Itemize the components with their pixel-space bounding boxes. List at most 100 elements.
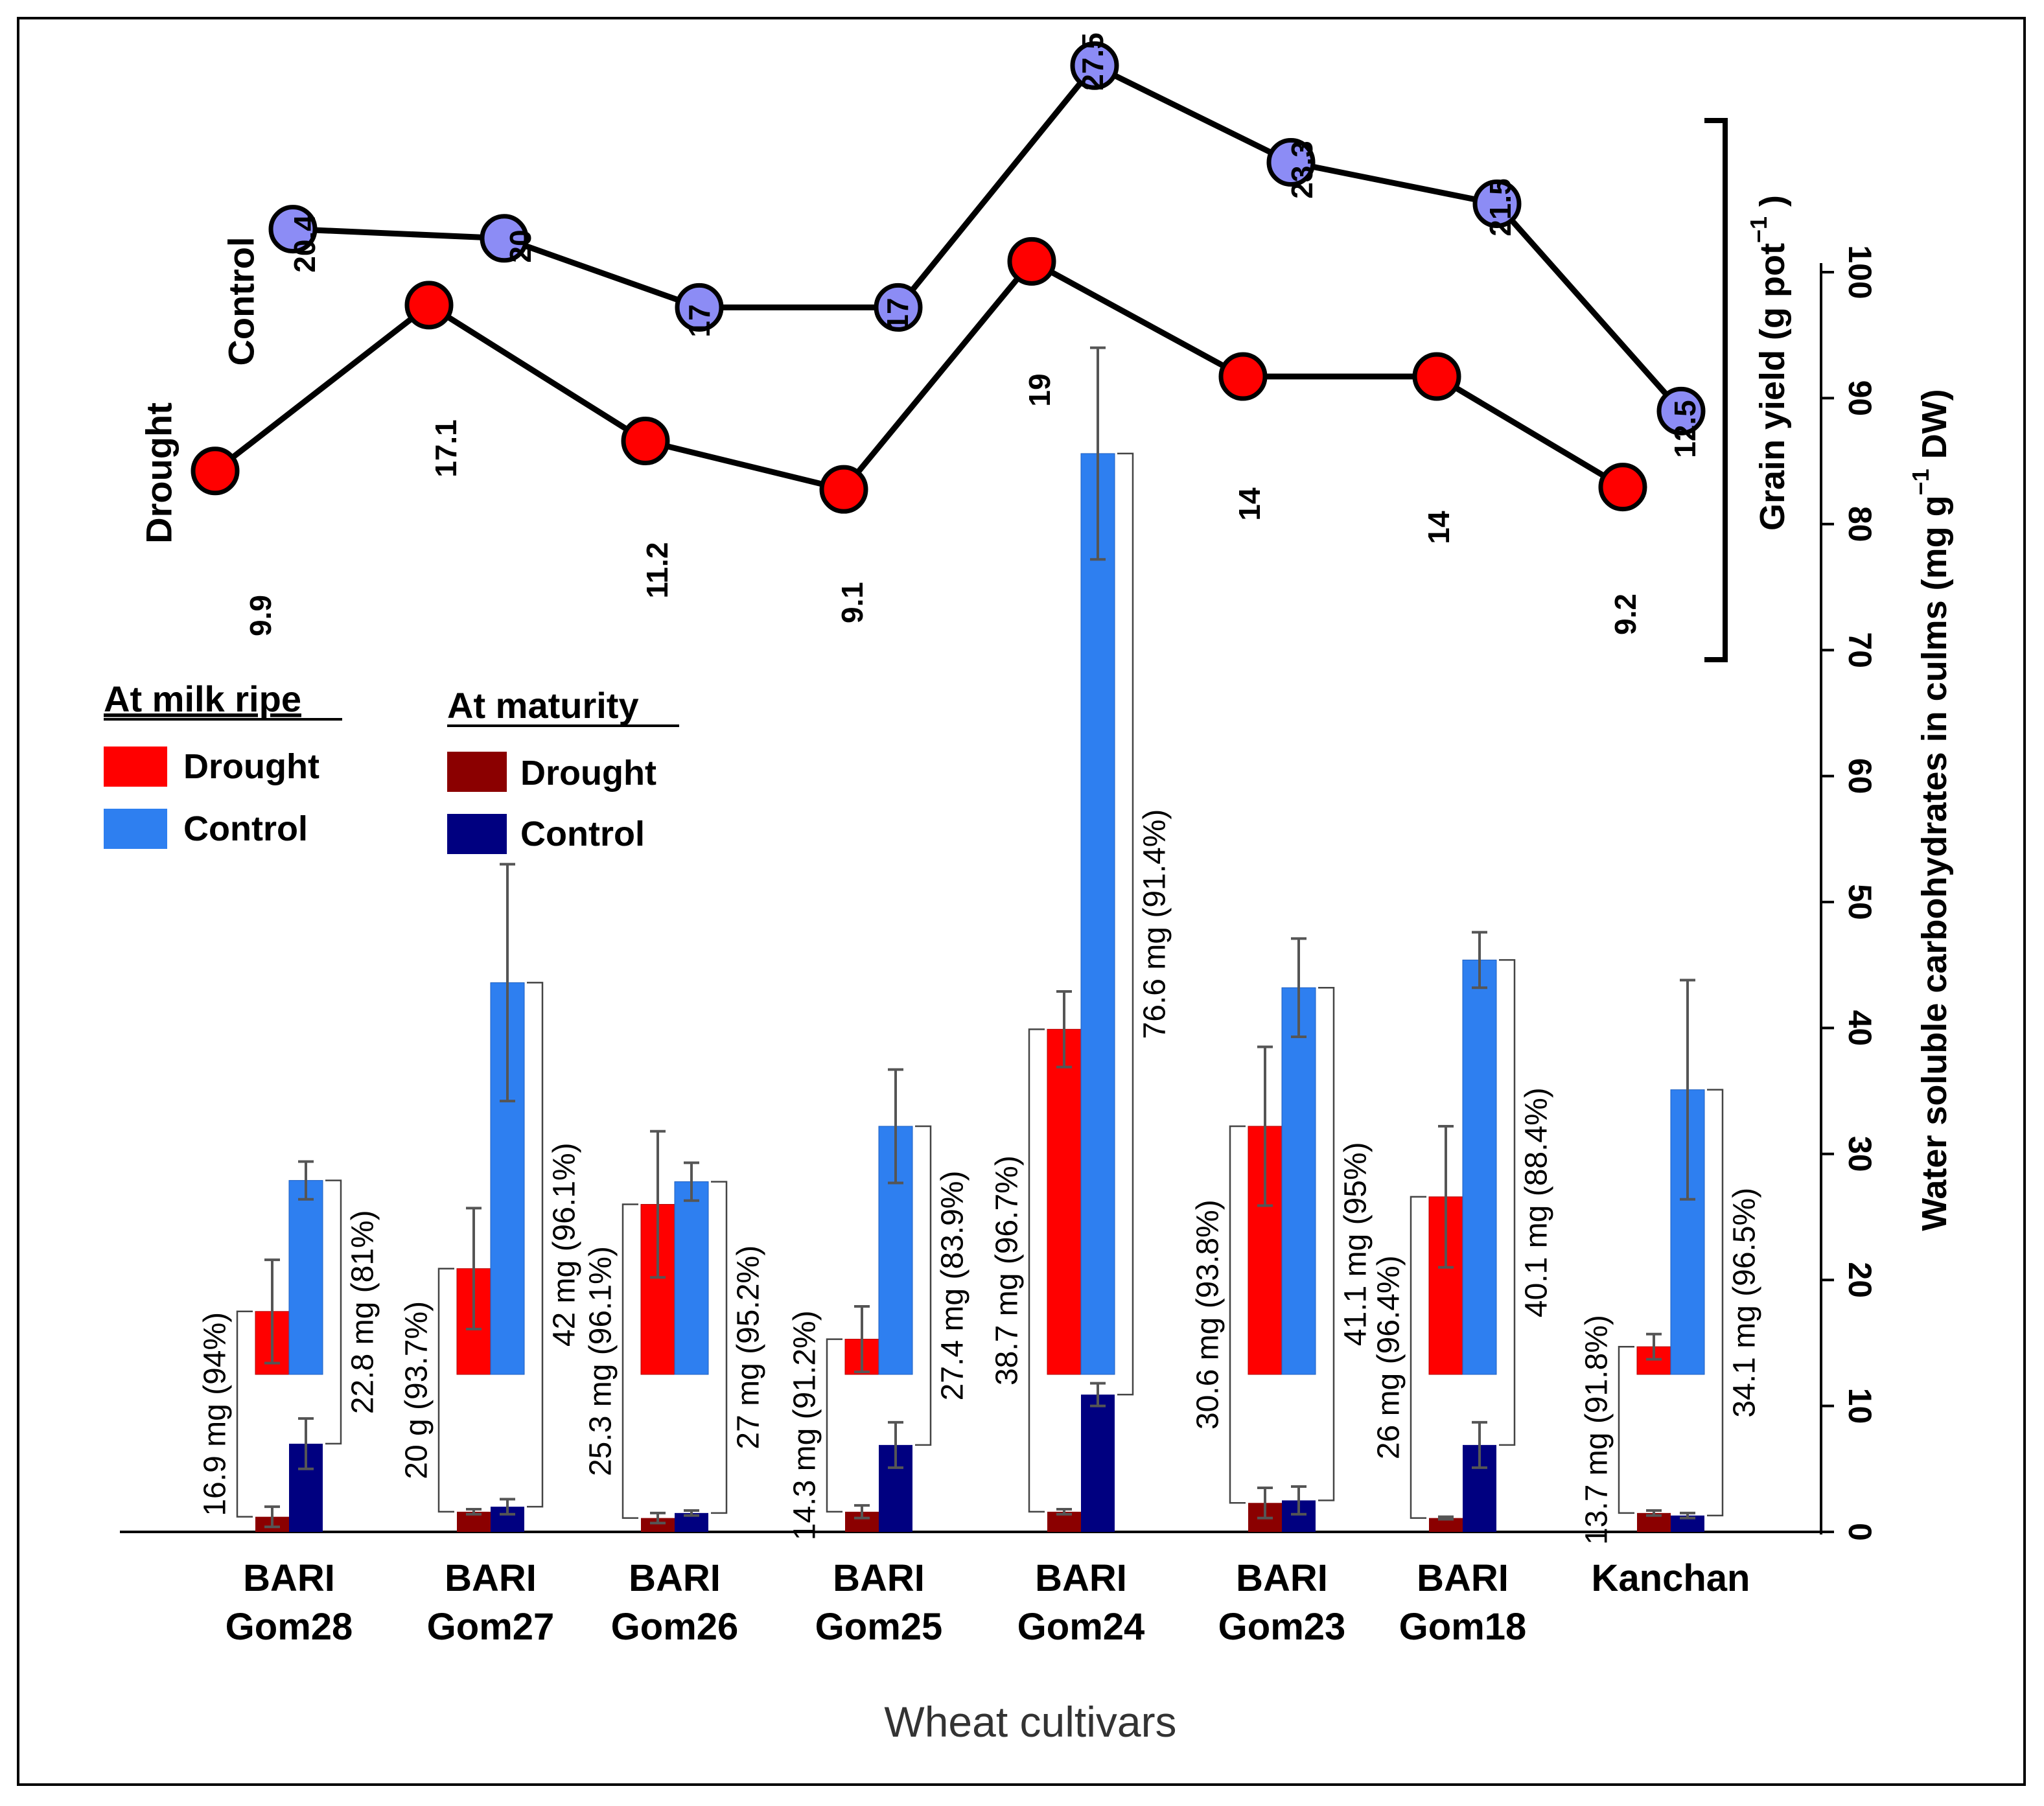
grain-yield-control-value-label: 17	[682, 304, 716, 337]
remobilization-label-drought: 14.3 mg (91.2%)	[788, 1310, 822, 1540]
grain-yield-control-point	[480, 214, 529, 263]
remobilization-label-control: 42 mg (96.1%)	[548, 1142, 582, 1347]
legend-swatch-maturity-drought	[447, 752, 507, 792]
grain-yield-control-point	[1472, 179, 1522, 228]
remobilization-bracket-control	[1117, 452, 1134, 1396]
remobilization-label-control: 34.1 mg (96.5%)	[1728, 1188, 1762, 1418]
remobilization-label-drought: 38.7 mg (96.7%)	[990, 1155, 1025, 1385]
grain-yield-control-value-label: 20.4	[288, 214, 321, 273]
grain-yield-drought-value-label: 17.1	[429, 419, 463, 478]
x-tick-label-line1: BARI	[1236, 1557, 1328, 1599]
bar-maturity-drought	[641, 1518, 675, 1532]
x-tick-label-line1: BARI	[1035, 1557, 1127, 1599]
remobilization-bracket-control	[1707, 1089, 1724, 1516]
y-tick-label: 30	[1842, 1136, 1878, 1172]
bar-milk-drought	[1047, 1028, 1082, 1375]
x-axis-label: Wheat cultivars	[884, 1698, 1176, 1746]
remobilization-bracket-drought	[826, 1338, 842, 1513]
x-tick-label-line1: BARI	[445, 1557, 537, 1599]
bar-milk-control	[1462, 959, 1497, 1375]
remobilization-label-drought: 20 g (93.7%)	[400, 1301, 434, 1479]
remobilization-bracket-drought	[621, 1203, 638, 1519]
grain-yield-drought-point	[819, 465, 868, 514]
grain-yield-drought-point	[621, 417, 670, 466]
remobilization-bracket-drought	[437, 1268, 454, 1513]
grain-yield-control-value-label: 20	[504, 229, 537, 262]
remobilization-bracket-drought	[1410, 1196, 1426, 1519]
legend-swatch-milk-drought	[104, 747, 167, 787]
remobilization-label-control: 41.1 mg (95%)	[1339, 1142, 1373, 1346]
remobilization-bracket-control	[1499, 959, 1516, 1446]
grain-yield-drought-value-label: 14	[1422, 511, 1456, 544]
y-tick-label: 60	[1842, 758, 1878, 794]
remobilization-bracket-control	[325, 1179, 342, 1445]
grain-yield-drought-point	[1598, 463, 1647, 512]
x-tick-label-line1: BARI	[1417, 1557, 1509, 1599]
y-axis-label: Water soluble carbohydrates in culms (mg…	[1907, 389, 1955, 1231]
bar-milk-control	[288, 1180, 323, 1375]
grain-yield-drought-value-label: 14	[1233, 487, 1266, 521]
grain-yield-drought-point	[1007, 237, 1056, 286]
grain-yield-drought-point	[191, 446, 240, 496]
y-tick-label: 0	[1842, 1523, 1878, 1541]
grain-yield-control-value-label: 12.5	[1668, 400, 1702, 458]
grain-yield-control-value-label: 23.3	[1285, 141, 1319, 199]
bar-maturity-control	[1081, 1395, 1115, 1532]
remobilization-bracket-control	[1318, 986, 1335, 1501]
figure-border	[17, 17, 2026, 1786]
y-tick-label: 50	[1842, 884, 1878, 920]
legend-swatch-maturity-control	[447, 814, 507, 854]
remobilization-bracket-drought	[1618, 1345, 1634, 1514]
y-tick-label: 80	[1842, 506, 1878, 542]
grain-yield-drought-value-label: 11.2	[640, 542, 674, 599]
remobilization-label-control: 40.1 mg (88.4%)	[1520, 1087, 1554, 1317]
grain-yield-drought-value-label: 9.9	[244, 595, 277, 636]
grain-yield-control-point	[1266, 138, 1316, 187]
remobilization-bracket-drought	[1028, 1028, 1045, 1513]
x-tick-label-line1: BARI	[243, 1557, 335, 1599]
remobilization-label-control: 76.6 mg (91.4%)	[1138, 809, 1172, 1039]
remobilization-label-control: 27.4 mg (83.9%)	[936, 1171, 970, 1401]
remobilization-bracket-drought	[236, 1310, 253, 1518]
grain-yield-control-value-label: 27.5	[1076, 32, 1109, 91]
remobilization-label-drought: 26 mg (96.4%)	[1372, 1255, 1406, 1459]
y-tick-label: 20	[1842, 1262, 1878, 1298]
grain-yield-drought-value-label: 19	[1023, 373, 1056, 406]
grain-yield-drought-point	[1412, 352, 1461, 401]
x-tick-label-line2: Gom24	[1017, 1606, 1145, 1648]
grain-yield-control-value-label: 17	[881, 297, 914, 330]
bar-maturity-drought	[1429, 1518, 1463, 1532]
x-tick-label-line1: BARI	[833, 1557, 925, 1599]
remobilization-bracket-control	[711, 1181, 728, 1514]
grain-yield-series-label-control: Control	[221, 237, 262, 365]
remobilization-bracket-control	[527, 982, 544, 1508]
grain-yield-drought-value-label: 9.2	[1608, 594, 1642, 635]
bar-milk-control	[1281, 987, 1316, 1375]
legend-title-milk-ripe: At milk ripe	[104, 678, 301, 719]
grain-yield-axis-bracket	[1704, 118, 1728, 662]
y-tick-label: 90	[1842, 380, 1878, 417]
grain-yield-control-point	[675, 283, 724, 332]
x-tick-label-line2: Gom28	[226, 1606, 353, 1648]
remobilization-label-drought: 30.6 mg (93.8%)	[1191, 1199, 1225, 1430]
grain-yield-drought-point	[404, 281, 454, 330]
bar-milk-control	[674, 1181, 709, 1375]
y-tick-label: 10	[1842, 1388, 1878, 1424]
y-tick-label: 40	[1842, 1010, 1878, 1047]
x-tick-label-line2: Gom23	[1218, 1606, 1346, 1648]
legend-label-maturity-drought: Drought	[520, 754, 656, 793]
remobilization-label-drought: 25.3 mg (96.1%)	[584, 1246, 618, 1476]
grain-yield-control-point	[1656, 386, 1706, 435]
remobilization-label-control: 22.8 mg (81%)	[346, 1210, 380, 1414]
grain-yield-drought-point	[1218, 352, 1268, 401]
remobilization-label-control: 27 mg (95.2%)	[732, 1245, 766, 1450]
grain-yield-drought-line	[213, 258, 1625, 492]
legend-label-maturity-control: Control	[520, 815, 645, 853]
bar-milk-control	[1080, 453, 1115, 1375]
grain-yield-series-label-drought: Drought	[139, 402, 180, 544]
remobilization-label-drought: 13.7 mg (91.8%)	[1580, 1315, 1614, 1545]
legend-label-milk-control: Control	[183, 809, 308, 848]
grain-yield-control-point	[268, 205, 318, 254]
x-tick-label-line2: Gom26	[611, 1606, 739, 1648]
